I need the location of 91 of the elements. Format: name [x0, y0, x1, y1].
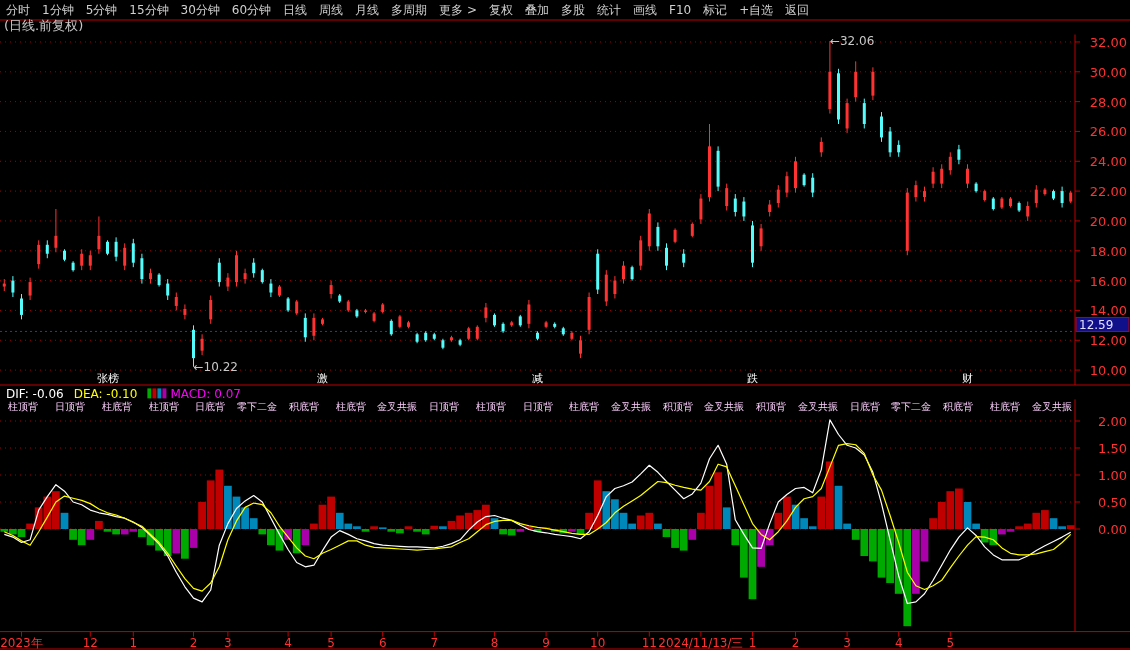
text: 30分钟: [180, 3, 220, 17]
annotation: 积顶背: [756, 401, 787, 413]
y-tick-label: 26.00: [1089, 124, 1127, 140]
text: 更多 >: [439, 3, 477, 17]
chart-title: (日线.前复权): [4, 18, 84, 33]
annotation: 积底背: [943, 401, 974, 413]
annotation: 激: [317, 372, 328, 385]
x-tick-label: 9: [542, 635, 550, 650]
y-tick-label: 28.00: [1089, 94, 1127, 110]
x-tick-label: 12: [82, 635, 98, 650]
annotation: 柱顶背: [8, 401, 39, 413]
annotation: ←32.06: [829, 34, 875, 49]
annotation: 日顶背: [55, 401, 86, 413]
text: 60分钟: [231, 3, 272, 17]
text: 画线: [633, 3, 657, 17]
x-tick-label: 5: [946, 635, 955, 650]
y-tick-label: 1.50: [1098, 441, 1127, 456]
text: 15分钟: [129, 3, 169, 17]
y-tick-label: 32.00: [1089, 34, 1127, 50]
text: 返回: [785, 3, 810, 17]
text: 日线: [283, 3, 308, 17]
text: 月线: [355, 3, 380, 17]
text: DEA: -0.10: [73, 387, 138, 402]
annotation: 柱顶背: [148, 401, 179, 413]
text: 复权: [489, 3, 513, 17]
x-tick-label: 2023年: [0, 635, 43, 650]
y-tick-label: 2.00: [1098, 414, 1127, 429]
y-tick-label: 0.50: [1098, 495, 1127, 510]
legend-label: MACD: 0.07: [170, 387, 241, 402]
text: +自选: [739, 3, 774, 17]
x-tick-label: 3: [843, 635, 851, 650]
annotation: 日底背: [195, 401, 226, 413]
annotation: 减: [532, 372, 543, 385]
annotation: 金叉共振: [797, 401, 838, 413]
x-tick-label: 4: [894, 635, 903, 650]
x-tick-label: 5: [327, 635, 335, 650]
text: 5分钟: [85, 3, 118, 17]
y-tick-label: 0.00: [1098, 522, 1127, 537]
x-tick-label: 2: [791, 635, 800, 650]
y-tick-label: 24.00: [1089, 154, 1127, 170]
annotation: 柱底背: [989, 401, 1020, 413]
annotation: 日顶背: [522, 401, 553, 413]
x-tick-label: 8: [490, 635, 499, 650]
text: 叠加: [525, 3, 549, 17]
x-tick-label: 4: [284, 635, 292, 650]
annotation: ←10.22: [193, 359, 238, 374]
y-tick-label: 22.00: [1089, 184, 1127, 200]
annotation: 金叉共振: [704, 401, 745, 413]
annotation: 财: [962, 372, 973, 385]
y-tick-label: 12.00: [1089, 333, 1127, 349]
annotation: 日顶背: [429, 401, 460, 413]
x-tick-label: 6: [378, 635, 387, 650]
annotation: 柱底背: [335, 401, 366, 413]
x-tick-label: 3: [224, 635, 232, 650]
y-tick-label: 1.00: [1098, 468, 1127, 483]
text: DIF: -0.06: [6, 387, 64, 402]
y-tick-label: 10.00: [1089, 363, 1127, 379]
text: F10: [669, 3, 692, 17]
annotation: 零下二金: [891, 401, 932, 413]
x-tick-label: 2024/11/13/三: [658, 635, 744, 650]
x-tick-label: 11: [641, 635, 657, 650]
text: 1分钟: [42, 3, 74, 17]
x-tick-label: 7: [430, 635, 439, 650]
ref-line-label: 12.59: [1079, 318, 1114, 333]
annotation: 跌: [747, 372, 758, 385]
text: 周线: [319, 3, 344, 17]
y-tick-label: 18.00: [1089, 243, 1127, 259]
annotation: 柱顶背: [475, 401, 506, 413]
annotation: 柱底背: [101, 401, 132, 413]
y-tick-label: 20.00: [1089, 213, 1127, 229]
x-tick-label: 1: [748, 635, 757, 650]
annotation: 柱底背: [569, 401, 600, 413]
annotation: 零下二金: [237, 401, 278, 413]
x-tick-label: 2: [189, 635, 198, 650]
annotation: 金叉共振: [610, 401, 651, 413]
y-tick-label: 30.00: [1089, 64, 1127, 80]
x-tick-label: 1: [129, 635, 138, 650]
annotation: 金叉共振: [1031, 401, 1072, 413]
x-tick-label: 10: [590, 635, 606, 650]
y-tick-label: 16.00: [1089, 273, 1127, 289]
y-tick-label: 14.00: [1089, 303, 1127, 319]
annotation: 金叉共振: [377, 401, 418, 413]
annotation: 张榜: [96, 372, 119, 385]
annotation: 日底背: [849, 401, 880, 413]
text: 多周期: [391, 3, 428, 17]
annotation: 积底背: [288, 401, 319, 413]
annotation: 积顶背: [662, 401, 693, 413]
text: 标记: [702, 3, 728, 17]
text: 分时: [6, 3, 30, 17]
text: 多股: [561, 3, 585, 17]
text: 统计: [597, 3, 621, 17]
